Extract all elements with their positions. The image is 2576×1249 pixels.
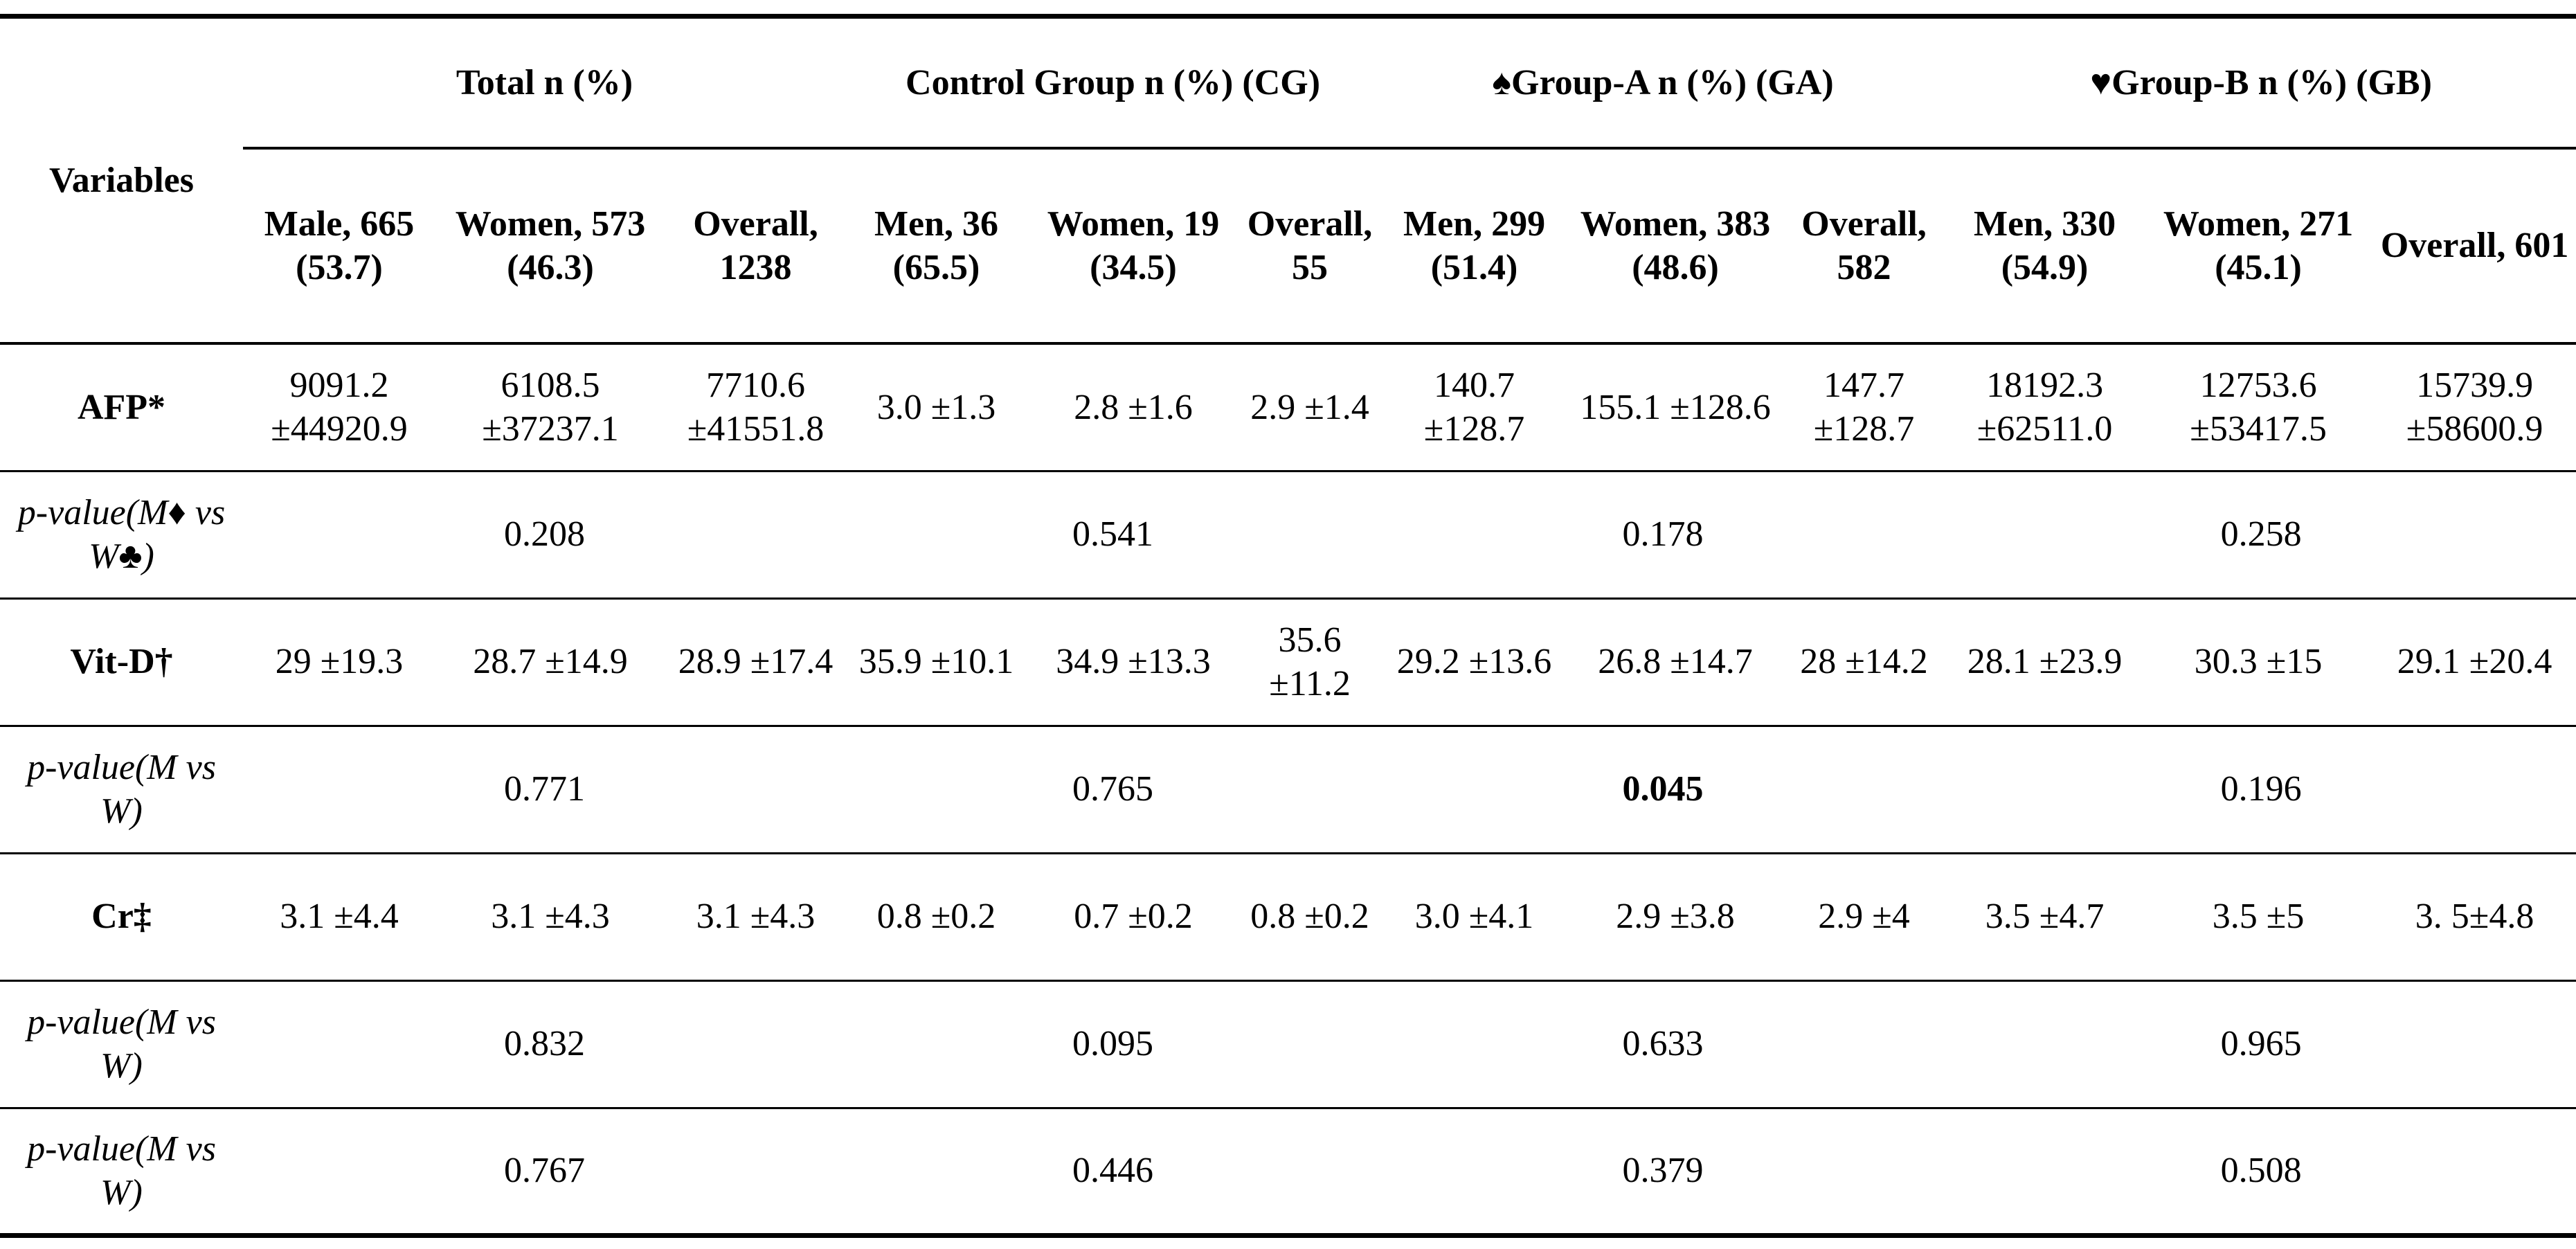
row-label: Cr‡	[0, 853, 243, 982]
value-cell: 3.5 ±4.7	[1946, 853, 2144, 982]
variables-header: Variables	[0, 16, 243, 345]
value-cell: 35.9 ±10.1	[846, 598, 1027, 727]
row-label: AFP*	[0, 343, 243, 472]
p-value-cell: 0.508	[2220, 1151, 2302, 1191]
value-cell: 140.7 ±128.7	[1380, 343, 1569, 472]
p-value-cell: 0.045	[1380, 726, 1947, 854]
row-label: p-value(M vs W)	[27, 1129, 216, 1212]
subgroup-header: Women, 19 (34.5)	[1027, 148, 1240, 345]
p-value-cell: 0.258	[1946, 471, 2576, 600]
value-cell: 35.6 ±11.2	[1240, 598, 1380, 727]
p-value-cell: 0.765	[846, 726, 1380, 854]
value-cell: 3.0 ±4.1	[1380, 853, 1569, 982]
value-cell: 9091.2 ±44920.9	[243, 343, 435, 472]
subgroup-header: Overall, 1238	[665, 148, 846, 345]
data-table: Variables Total n (%) Control Group n (%)…	[0, 14, 2576, 1238]
value-cell: 34.9 ±13.3	[1027, 598, 1240, 727]
p-value-cell: 0.095	[846, 980, 1380, 1109]
value-cell: 3. 5±4.8	[2373, 853, 2576, 982]
row-label: p-value(M vs W)	[0, 980, 243, 1109]
subgroup-header: Overall, 582	[1782, 148, 1947, 345]
value-cell: 28.1 ±23.9	[1946, 598, 2144, 727]
p-value-cell: 0.832	[243, 980, 846, 1109]
value-cell: 147.7 ±128.7	[1782, 343, 1947, 472]
value-cell: 2.9 ±1.4	[1240, 343, 1380, 472]
group-header: ♠Group-A n (%) (GA)	[1380, 16, 1947, 150]
subgroup-header: Male, 665 (53.7)	[243, 148, 435, 345]
p-value-cell: 0.541	[846, 471, 1380, 600]
table-row: p-value(M vs W) 0.767 0.446 0.379 0.508	[0, 1108, 2576, 1235]
group-header: ♥Group-B n (%) (GB)	[1946, 16, 2576, 150]
value-cell: 3.1 ±4.4	[243, 853, 435, 982]
value-cell: 29.1 ±20.4	[2373, 598, 2576, 727]
row-label: Vit-D†	[0, 598, 243, 727]
p-value-cell: 0.208	[243, 471, 846, 600]
p-value-cell: 0.446	[1072, 1151, 1154, 1191]
value-cell: 2.8 ±1.6	[1027, 343, 1240, 472]
subgroup-header: Women, 383 (48.6)	[1569, 148, 1783, 345]
group-header: Control Group n (%) (CG)	[846, 16, 1380, 150]
subgroup-header: Overall, 55	[1240, 148, 1380, 345]
value-cell: 28 ±14.2	[1782, 598, 1947, 727]
value-cell: 18192.3 ±62511.0	[1946, 343, 2144, 472]
value-cell: 29 ±19.3	[243, 598, 435, 727]
value-cell: 155.1 ±128.6	[1569, 343, 1783, 472]
value-cell: 30.3 ±15	[2143, 598, 2374, 727]
p-value-cell: 0.965	[1946, 980, 2576, 1109]
table-row: p-value(M♦ vs W♣) 0.208 0.541 0.178 0.258	[0, 471, 2576, 600]
value-cell: 15739.9 ±58600.9	[2373, 343, 2576, 472]
value-cell: 3.5 ±5	[2143, 853, 2374, 982]
p-value-cell: 0.771	[243, 726, 846, 854]
value-cell: 3.0 ±1.3	[846, 343, 1027, 472]
row-label: p-value(M♦ vs W♣)	[0, 471, 243, 600]
table-row: p-value(M vs W) 0.832 0.095 0.633 0.965	[0, 980, 2576, 1109]
value-cell: 0.8 ±0.2	[1240, 853, 1380, 982]
subgroup-header: Women, 573 (46.3)	[435, 148, 665, 345]
value-cell: 0.8 ±0.2	[846, 853, 1027, 982]
subgroup-header: Overall, 601	[2373, 148, 2576, 345]
value-cell: 28.7 ±14.9	[435, 598, 665, 727]
value-cell: 29.2 ±13.6	[1380, 598, 1569, 727]
value-cell: 12753.6 ±53417.5	[2143, 343, 2374, 472]
table-row: AFP* 9091.2 ±44920.9 6108.5 ±37237.1 7710.6…	[0, 343, 2576, 472]
p-value-cell: 0.633	[1380, 980, 1947, 1109]
group-header: Total n (%)	[243, 16, 846, 150]
subgroup-header: Men, 330 (54.9)	[1946, 148, 2144, 345]
table-row: Vit-D† 29 ±19.3 28.7 ±14.9 28.9 ±17.4 35.9 ±…	[0, 598, 2576, 727]
value-cell: 0.7 ±0.2	[1027, 853, 1240, 982]
value-cell: 6108.5 ±37237.1	[435, 343, 665, 472]
subgroup-header: Women, 271 (45.1)	[2143, 148, 2374, 345]
value-cell: 28.9 ±17.4	[665, 598, 846, 727]
p-value-cell: 0.767	[504, 1151, 585, 1191]
p-value-cell: 0.379	[1622, 1151, 1704, 1191]
value-cell: 7710.6 ±41551.8	[665, 343, 846, 472]
subgroup-header: Men, 36 (65.5)	[846, 148, 1027, 345]
p-value-cell: 0.178	[1380, 471, 1947, 600]
table-row: Cr‡ 3.1 ±4.4 3.1 ±4.3 3.1 ±4.3 0.8 ±0.2 0.7 ±…	[0, 853, 2576, 982]
value-cell: 26.8 ±14.7	[1569, 598, 1783, 727]
value-cell: 2.9 ±3.8	[1569, 853, 1783, 982]
p-value-cell: 0.196	[1946, 726, 2576, 854]
value-cell: 2.9 ±4	[1782, 853, 1947, 982]
row-label: p-value(M vs W)	[0, 726, 243, 854]
subgroup-header: Men, 299 (51.4)	[1380, 148, 1569, 345]
value-cell: 3.1 ±4.3	[435, 853, 665, 982]
value-cell: 3.1 ±4.3	[665, 853, 846, 982]
table-row: p-value(M vs W) 0.771 0.765 0.045 0.196	[0, 726, 2576, 854]
